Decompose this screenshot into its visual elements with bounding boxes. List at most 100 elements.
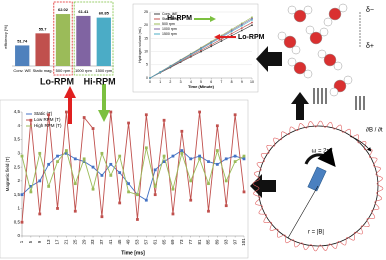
y-axis-label: Magnetic field (T) <box>5 156 10 191</box>
y-tick-label: 2,5 <box>14 164 21 169</box>
data-point <box>38 212 42 216</box>
hi-rpm-box <box>73 1 114 76</box>
value-label: 60.85 <box>99 11 110 16</box>
data-point <box>100 173 104 177</box>
annotation: Lo-RPM <box>40 76 74 86</box>
data-point <box>210 42 213 45</box>
value-label: 62.02 <box>58 7 69 12</box>
data-point <box>73 157 77 161</box>
x-tick-label: 8 <box>231 80 233 84</box>
data-point <box>251 21 253 24</box>
x-tick-label: 6 <box>210 80 212 84</box>
data-point <box>91 127 95 130</box>
hi-rpm-arrow <box>98 84 110 122</box>
x-tick-label: 25 <box>72 239 77 245</box>
data-point <box>153 185 157 188</box>
data-point <box>189 157 193 161</box>
flow-arrow <box>291 92 309 120</box>
data-point <box>251 19 253 21</box>
data-point <box>118 171 122 175</box>
data-point <box>240 24 243 27</box>
data-point <box>179 59 182 62</box>
x-tick-label: 21 <box>64 239 69 245</box>
data-point <box>210 45 213 48</box>
x-tick-label: 2 <box>169 80 171 84</box>
legend-label: 1500 rpm <box>162 32 177 36</box>
bar <box>55 14 71 66</box>
x-tick-label: 1000 rpm <box>75 68 93 73</box>
bar <box>35 33 50 66</box>
bar <box>96 17 111 66</box>
series-line <box>21 150 245 201</box>
data-point <box>200 49 202 52</box>
x-tick-label: 85 <box>206 239 211 245</box>
y-tick-label: 2 <box>17 178 20 183</box>
data-point <box>29 185 33 188</box>
x-tick-label: 89 <box>215 239 220 245</box>
data-point <box>82 157 86 161</box>
series-line <box>21 147 245 196</box>
value-label: 61.41 <box>78 9 89 14</box>
data-point <box>127 190 130 194</box>
data-point <box>38 151 42 155</box>
data-point <box>210 43 213 46</box>
radius-label: r = |B| <box>308 230 324 236</box>
legend-label: High RPM (T) <box>34 123 62 128</box>
data-point <box>38 179 42 183</box>
data-point <box>189 53 192 56</box>
data-point <box>207 182 210 186</box>
data-point <box>153 193 157 197</box>
data-point <box>215 149 219 152</box>
data-point <box>189 198 193 202</box>
water-molecules <box>277 3 365 110</box>
dbdt-label: ∂B / ∂t <box>366 127 383 134</box>
series-line <box>21 111 245 223</box>
x-tick-label: 45 <box>117 239 122 245</box>
data-point <box>251 24 253 27</box>
y-tick-label: 5 <box>146 63 148 67</box>
data-point <box>162 154 166 158</box>
data-point <box>56 160 59 163</box>
data-point <box>242 154 246 158</box>
data-point <box>56 207 59 210</box>
data-point <box>118 201 122 205</box>
data-point <box>233 160 237 163</box>
data-point <box>56 154 59 158</box>
data-point <box>207 160 210 163</box>
x-tick-label: 81 <box>197 239 202 245</box>
data-point <box>207 209 210 213</box>
y-tick-label: 1 <box>17 206 20 211</box>
data-point <box>215 124 219 128</box>
data-point <box>65 151 68 155</box>
x-tick-label: 4 <box>190 80 192 84</box>
annotation: Lo-RPM <box>238 34 265 41</box>
data-point <box>233 154 237 158</box>
data-point <box>127 182 130 186</box>
x-tick-label: 69 <box>170 239 175 245</box>
value-label: 51.74 <box>17 38 28 43</box>
data-point <box>144 198 148 202</box>
x-tick-label: Static mag. <box>33 68 53 73</box>
data-point <box>91 165 95 169</box>
annotation-arrow <box>194 16 216 22</box>
data-point <box>109 162 113 166</box>
x-tick-label: 5 <box>200 80 202 84</box>
legend-label: Conv. WE <box>162 12 178 16</box>
x-tick-label: 9 <box>37 240 42 243</box>
y-tick-label: 0 <box>17 233 20 238</box>
legend-label: 1000 rpm <box>162 27 177 31</box>
x-tick-label: 1500 rpm <box>95 68 113 73</box>
bar <box>76 15 91 67</box>
annotation: Hi-RPM <box>167 15 192 22</box>
legend-label: Static (T) <box>34 111 53 116</box>
data-point <box>29 190 33 194</box>
y-tick-label: 4 <box>17 123 20 128</box>
annotation: Hi-RPM <box>84 76 116 86</box>
data-point <box>47 113 51 117</box>
legend-label: Low RPM (T) <box>34 117 61 122</box>
data-point <box>200 48 202 50</box>
data-point <box>20 220 24 224</box>
x-tick-label: 53 <box>135 239 140 245</box>
